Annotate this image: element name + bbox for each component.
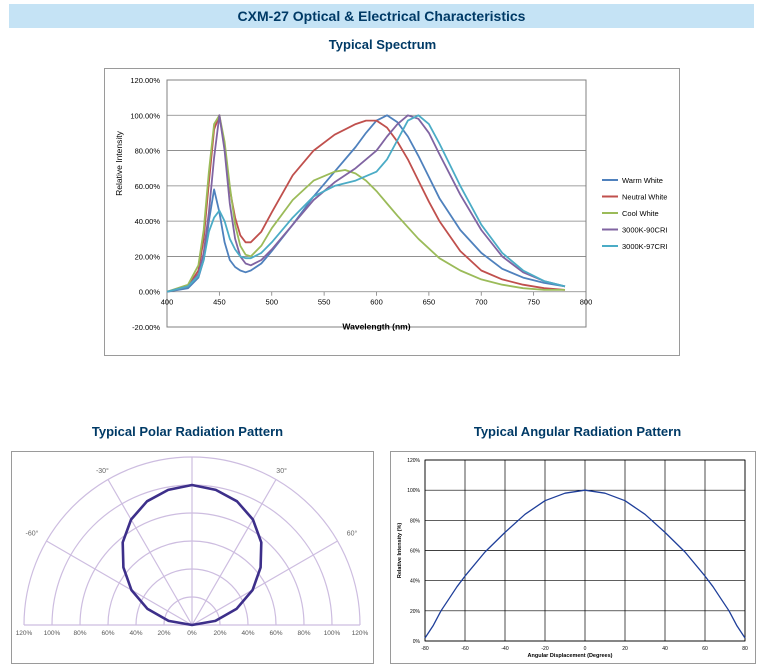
y-tick-label: 100%	[407, 488, 420, 494]
x-tick-label: 0	[584, 646, 587, 652]
x-tick-label: 20	[622, 646, 628, 652]
polar-radial-label: 120%	[16, 630, 33, 637]
x-tick-label: 700	[475, 298, 488, 307]
polar-radial-label: 80%	[297, 630, 310, 637]
x-tick-label: 500	[265, 298, 278, 307]
y-tick-label: 120%	[407, 458, 420, 464]
polar-radial-label: 120%	[352, 630, 369, 637]
y-tick-label: 20%	[410, 609, 421, 615]
legend-label: Neutral White	[622, 193, 667, 202]
y-tick-label: 80%	[410, 518, 421, 524]
x-tick-label: -60	[461, 646, 468, 652]
x-tick-label: 400	[161, 298, 174, 307]
legend-label: 3000K-97CRI	[622, 242, 667, 251]
y-tick-label: 40%	[410, 579, 421, 585]
x-tick-label: 60	[702, 646, 708, 652]
legend-label: Cool White	[622, 209, 659, 218]
x-tick-label: 750	[527, 298, 540, 307]
legend-label: 3000K-90CRI	[622, 226, 667, 235]
x-tick-label: 40	[662, 646, 668, 652]
spectrum-chart: -20.00% 0.00% 20.00% 40.00% 60.00% 80.00% 100.…	[114, 76, 667, 332]
polar-angle-label: 30°	[276, 467, 287, 475]
spectrum-heading: Typical Spectrum	[328, 37, 437, 52]
x-tick-label: 550	[318, 298, 331, 307]
polar-radial-label: 20%	[157, 630, 170, 637]
page-banner: CXM-27 Optical & Electrical Characterist…	[9, 4, 754, 28]
x-tick-label: 80	[742, 646, 748, 652]
x-tick-label: -20	[541, 646, 548, 652]
y-tick-label: 60%	[410, 549, 421, 555]
polar-grid-spoke	[191, 479, 277, 626]
polar-angle-label: 60°	[347, 530, 358, 538]
x-tick-label: -40	[501, 646, 508, 652]
angular-heading: Typical Angular Radiation Pattern	[473, 424, 682, 439]
y-tick-label: 80.00%	[135, 147, 161, 156]
polar-radial-label: 60%	[269, 630, 282, 637]
series-line	[166, 114, 565, 293]
series-line	[166, 114, 566, 293]
x-tick-label: 450	[213, 298, 226, 307]
y-tick-label: 120.00%	[130, 76, 160, 85]
y-tick-label: 100.00%	[130, 111, 160, 120]
x-tick-label: 800	[580, 298, 593, 307]
series-line	[424, 489, 746, 639]
polar-heading: Typical Polar Radiation Pattern	[91, 424, 284, 439]
x-tick-label: 650	[423, 298, 436, 307]
polar-angle-label: -60°	[25, 530, 38, 538]
legend-label: Warm White	[622, 176, 663, 185]
polar-chart-panel: -30° 30° -60° 60° 120% 100% 80% 60% 40% 20% 0% 20% 4…	[11, 451, 374, 664]
polar-radial-label: 100%	[324, 630, 341, 637]
spectrum-chart-panel: -20.00% 0.00% 20.00% 40.00% 60.00% 80.00% 100.…	[104, 68, 680, 356]
y-tick-label: 60.00%	[135, 182, 161, 191]
y-tick-label: 0.00%	[139, 288, 161, 297]
y-axis-label: Relative Intensity	[114, 130, 124, 195]
polar-radial-label: 100%	[44, 630, 61, 637]
y-axis-label: Relative Intensity (%)	[397, 523, 403, 578]
x-tick-label: 600	[370, 298, 383, 307]
polar-grid-spoke	[191, 540, 338, 626]
x-tick-label: -80	[421, 646, 428, 652]
series-line	[166, 114, 566, 293]
series-line	[166, 114, 566, 293]
polar-pattern-curve	[121, 483, 263, 627]
angular-chart: 0% 20% 40% 60% 80% 100% 120% -80 -60 -40 -20 0 20 40 6…	[397, 458, 748, 659]
polar-radial-label: 60%	[101, 630, 114, 637]
y-tick-label: 20.00%	[135, 252, 161, 261]
polar-radial-label: 0%	[187, 630, 197, 637]
angular-chart-panel: 0% 20% 40% 60% 80% 100% 120% -80 -60 -40 -20 0 20 40 6…	[390, 451, 756, 664]
polar-radial-label: 40%	[241, 630, 254, 637]
polar-radial-label: 40%	[129, 630, 142, 637]
y-tick-label: 40.00%	[135, 217, 161, 226]
polar-grid-spoke	[107, 479, 193, 626]
polar-radial-label: 80%	[73, 630, 86, 637]
y-tick-label: 0%	[413, 639, 421, 645]
polar-angle-label: -30°	[96, 467, 109, 475]
polar-chart: -30° 30° -60° 60° 120% 100% 80% 60% 40% 20% 0% 20% 4…	[16, 456, 369, 637]
polar-radial-label: 20%	[213, 630, 226, 637]
y-tick-label: -20.00%	[132, 323, 160, 332]
polar-grid-spoke	[46, 540, 193, 626]
x-axis-label: Wavelength (nm)	[342, 322, 410, 332]
x-axis-label: Angular Displacement (Degrees)	[528, 653, 613, 659]
